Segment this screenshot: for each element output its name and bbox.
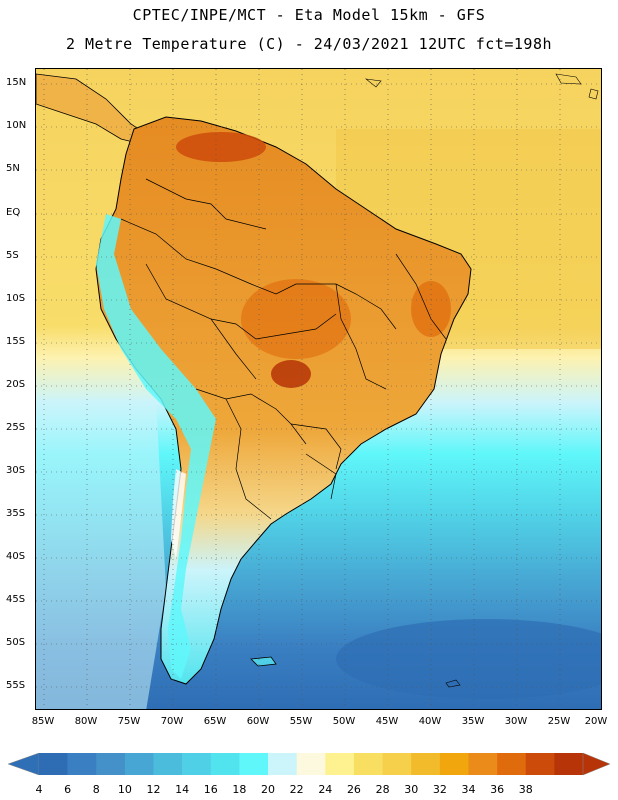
colorbar-tick-label: 34 [461,783,476,796]
colorbar-cell [554,753,584,775]
lat-label: 10N [6,120,27,131]
colorbar-tick-label: 8 [92,783,100,796]
colorbar-cell [497,753,527,775]
colorbar-cell [468,753,498,775]
graticule [36,69,601,709]
colorbar-cell [67,753,97,775]
colorbar-cell [439,753,469,775]
temperature-colorbar [7,752,611,776]
country-borders [120,178,447,520]
colorbar-cell [239,753,269,775]
colorbar-tick-label: 6 [64,783,72,796]
lat-label: 50S [6,637,26,648]
colorbar-tick-label: 38 [518,783,533,796]
colorbar-cell [153,753,183,775]
falkland-islands [250,656,277,667]
lat-label: 25S [6,422,26,433]
south-atlantic-cold-core [336,619,601,699]
lat-label: EQ [6,207,21,218]
lat-label: 5N [6,163,20,174]
colorbar-cell [268,753,297,775]
lat-label: 35S [6,508,26,519]
map-frame [35,68,602,710]
colorbar-tick-label: 12 [146,783,161,796]
lat-label: 30S [6,465,26,476]
colorbar-tick-label: 26 [346,783,361,796]
colorbar-tick-label: 30 [404,783,419,796]
lon-label: 60W [246,716,270,727]
lat-label: 15N [6,77,27,88]
lon-label: 80W [74,716,98,727]
colorbar-tick-label: 16 [203,783,218,796]
colorbar-over-arrow [582,752,611,776]
lon-label: 70W [160,716,184,727]
andes-cold-ribbon [96,214,216,679]
colorbar-tick-label: 4 [35,783,43,796]
colorbar-tick-label: 18 [232,783,247,796]
south-georgia-island [445,679,461,688]
lon-label: 65W [203,716,227,727]
lon-label: 40W [418,716,442,727]
lat-label: 40S [6,551,26,562]
lon-label: 20W [584,716,608,727]
lon-label: 25W [547,716,571,727]
map-title: CPTEC/INPE/MCT - Eta Model 15km - GFS [132,6,486,24]
lon-label: 55W [289,716,313,727]
colorbar-tick-label: 32 [432,783,447,796]
lon-label: 75W [117,716,141,727]
colorbar-cell [411,753,441,775]
colorbar-tick-label: 24 [318,783,333,796]
colorbar-cell [39,753,68,775]
colorbar-cell [182,753,212,775]
lat-label: 15S [6,336,26,347]
lat-label: 45S [6,594,26,605]
andes-snow-core [171,469,186,559]
colorbar-tick-label: 20 [261,783,276,796]
colorbar-tick-label: 22 [289,783,304,796]
colorbar-tick-label: 28 [375,783,390,796]
lon-label: 35W [461,716,485,727]
temperature-map [36,69,601,709]
colorbar-cell [296,753,326,775]
colorbar-cell [525,753,555,775]
lon-label: 50W [332,716,356,727]
hot-core-venezuela [176,132,266,162]
colorbar-tick-label: 14 [175,783,190,796]
pacific-cool-band [36,399,166,709]
lat-label: 10S [6,293,26,304]
lon-label: 45W [375,716,399,727]
lat-label: 5S [6,250,19,261]
colorbar-tick-label: 36 [490,783,505,796]
colorbar-cell [353,753,383,775]
lat-label: 55S [6,680,26,691]
colorbar-tick-label: 10 [117,783,132,796]
lon-label: 85W [31,716,55,727]
colorbar-cell [382,753,412,775]
colorbar-cell [96,753,126,775]
colorbar-cell [325,753,355,775]
hot-core-brazil-central [241,279,351,359]
map-subtitle: 2 Metre Temperature (C) - 24/03/2021 12U… [65,35,553,53]
lon-label: 30W [504,716,528,727]
colorbar-cell [124,753,154,775]
colorbar-cell [210,753,240,775]
colorbar-under-arrow [7,752,40,776]
hot-core-paraguay [271,360,311,388]
lat-label: 20S [6,379,26,390]
